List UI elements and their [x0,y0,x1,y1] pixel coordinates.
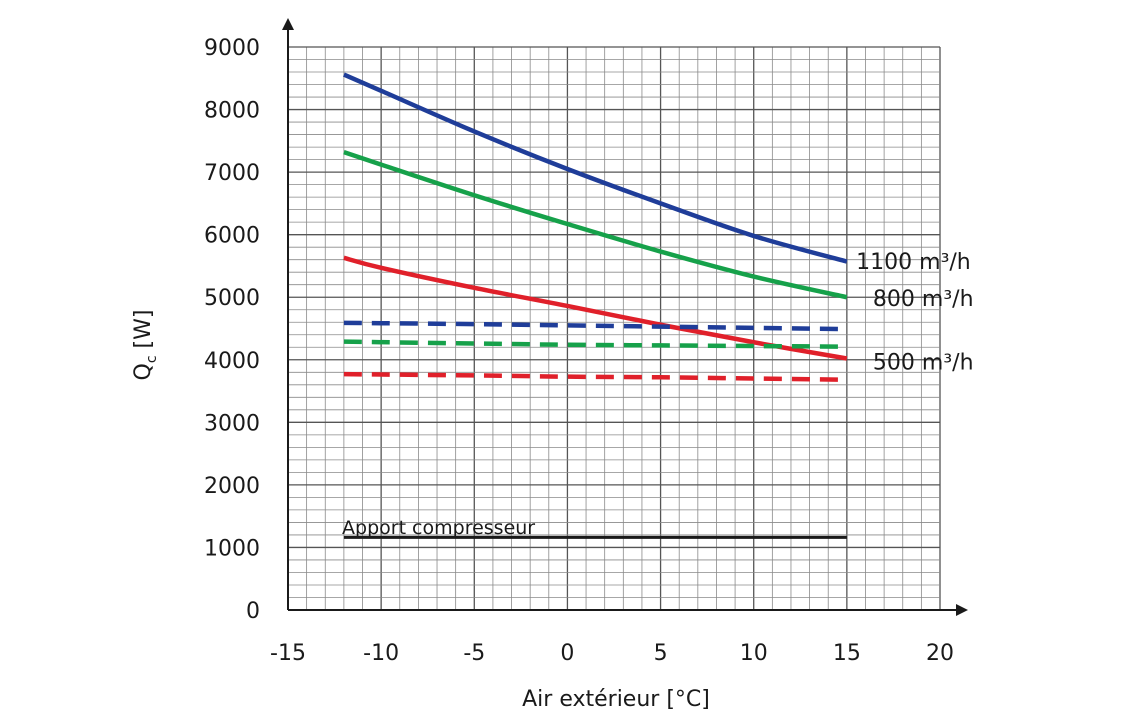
y-tick-label: 9000 [204,36,260,61]
series-label: 800 m³/h [873,287,974,312]
series-label: 500 m³/h [873,351,974,376]
series-line-0 [342,72,848,264]
series-labels: 1100 m³/h 800 m³/h 500 m³/h Apport compress… [342,250,974,539]
x-tick-label: 5 [654,641,668,666]
y-tick-label: 3000 [204,411,260,436]
x-tick-label: 10 [740,641,768,666]
y-tick-label: 5000 [204,286,260,311]
x-axis-arrow [956,604,968,616]
y-tick-label: 4000 [204,349,260,374]
x-tick-label: 0 [560,641,574,666]
annotation-label: Apport compresseur [342,517,535,539]
y-tick-label: 8000 [204,99,260,124]
series-lines [342,72,848,539]
x-tick-label: -15 [270,641,306,666]
series-line-2 [343,255,848,361]
y-tick-label: 7000 [204,161,260,186]
x-axis-title: Air extérieur [°C] [522,687,710,712]
x-tick-label: -10 [363,641,399,666]
x-tick-label: 15 [833,641,861,666]
axes [282,18,968,616]
y-tick-label: 6000 [204,224,260,249]
tick-labels: -15 -10 -5 0 5 10 15 20 0 1000 2000 3000 4000 5000 600… [204,36,954,666]
y-axis-title-subscript: c [144,355,160,363]
x-tick-label: 20 [926,641,954,666]
series-line-1 [343,149,848,300]
x-tick-label: -5 [463,641,485,666]
y-tick-label: 2000 [204,474,260,499]
series-line-dashed-5 [343,371,847,383]
y-tick-label: 1000 [204,536,260,561]
y-axis-title-unit: [W] [131,310,156,356]
series-line-dashed-3 [343,320,847,332]
series-label: 1100 m³/h [856,250,971,275]
series-line-dashed-4 [343,339,847,349]
y-axis-arrow [282,18,294,30]
y-tick-label: 0 [246,599,260,624]
y-axis-title-main: Q [131,363,156,380]
y-axis-title: Qc [W] [131,310,160,381]
